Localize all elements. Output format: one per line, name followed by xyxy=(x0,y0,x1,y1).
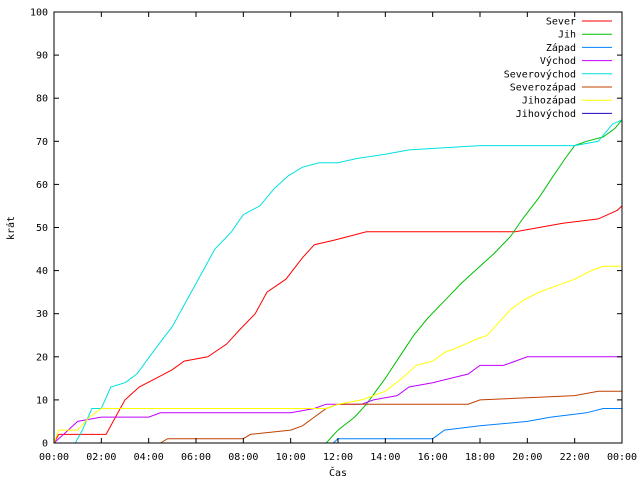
series-line xyxy=(160,390,622,444)
x-tick-label: 00:00 xyxy=(39,452,69,463)
legend-label: Jihovýchod xyxy=(516,108,576,120)
x-tick-label: 02:00 xyxy=(86,452,116,463)
series-line xyxy=(53,205,623,444)
series-line xyxy=(325,119,623,444)
legend-label: Západ xyxy=(546,42,576,54)
legend-label: Severozápad xyxy=(510,82,576,94)
x-tick-label: 20:00 xyxy=(512,452,542,463)
series-line xyxy=(54,119,623,444)
y-tick-label: 20 xyxy=(36,352,48,363)
y-tick-label: 0 xyxy=(42,439,48,450)
y-axis-label: krát xyxy=(5,216,17,240)
y-tick-label: 10 xyxy=(36,395,48,406)
x-tick-label: 14:00 xyxy=(370,452,400,463)
x-tick-label: 18:00 xyxy=(465,452,495,463)
y-axis: 0 10 20 30 40 50 60 70 80 90 100 xyxy=(30,8,622,450)
x-axis: 00:00 02:00 04:00 06:00 08:00 10:00 12:00 14:00… xyxy=(39,12,637,463)
x-tick-label: 08:00 xyxy=(228,452,258,463)
series-lines xyxy=(53,119,623,444)
legend-label: Jih xyxy=(558,30,576,41)
y-tick-label: 40 xyxy=(36,266,48,277)
y-tick-label: 50 xyxy=(36,223,48,234)
y-tick-label: 30 xyxy=(36,309,48,320)
x-axis-label: Čas xyxy=(329,466,347,479)
x-tick-label: 16:00 xyxy=(418,452,448,463)
series-line xyxy=(332,408,622,444)
y-tick-label: 80 xyxy=(36,94,48,105)
series-line xyxy=(53,265,622,444)
y-tick-label: 100 xyxy=(30,8,48,19)
y-tick-label: 60 xyxy=(36,180,48,191)
legend-label: Sever xyxy=(546,17,576,28)
x-tick-label: 00:00 xyxy=(607,452,637,463)
x-tick-label: 10:00 xyxy=(276,452,306,463)
y-tick-label: 70 xyxy=(36,137,48,148)
x-tick-label: 06:00 xyxy=(181,452,211,463)
legend-label: Severovýchod xyxy=(504,68,576,80)
legend-label: Východ xyxy=(540,55,576,67)
x-tick-label: 04:00 xyxy=(134,452,164,463)
x-tick-label: 22:00 xyxy=(560,452,590,463)
legend-label: Jihozápad xyxy=(522,95,576,107)
x-tick-label: 12:00 xyxy=(323,452,353,463)
y-tick-label: 90 xyxy=(36,51,48,62)
